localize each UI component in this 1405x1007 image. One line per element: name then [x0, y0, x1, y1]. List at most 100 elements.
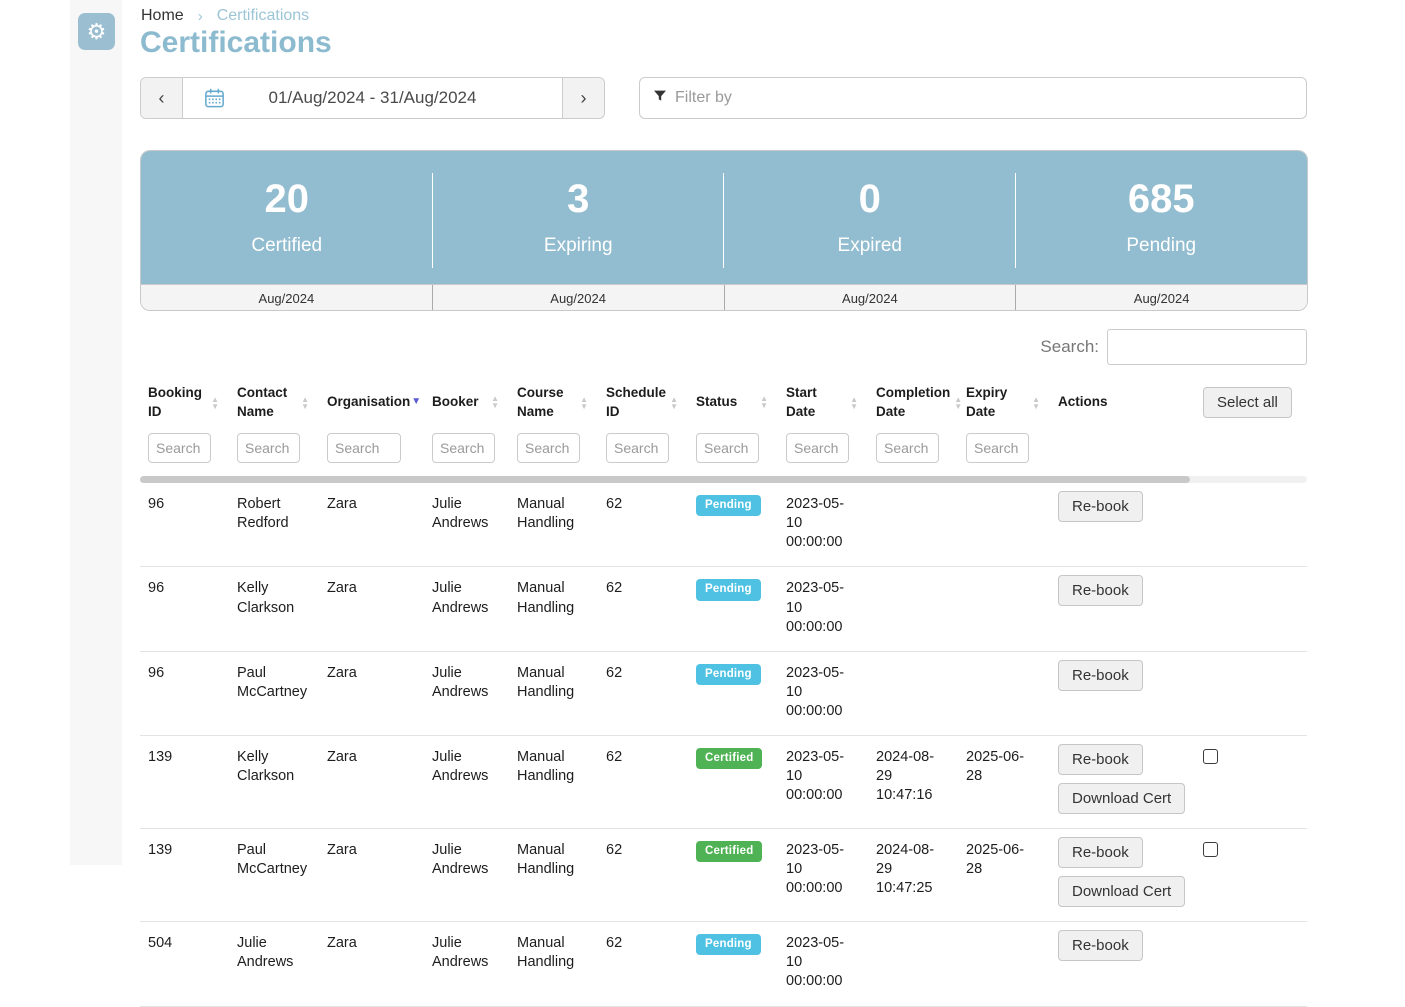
previous-period-button[interactable]: ‹: [141, 78, 183, 118]
breadcrumb-current[interactable]: Certifications: [216, 7, 310, 24]
cell-actions: Re-book Download Cert: [1050, 829, 1195, 921]
cell-booking-id: 96: [148, 496, 165, 512]
cell-booker: Julie Andrews: [432, 580, 489, 616]
cell-expiry-date: [958, 483, 1050, 566]
sort-up-icon: ▲: [491, 394, 499, 404]
date-range-navigator: ‹ 01/Aug/2024 - 31/Aug/2024 ›: [140, 77, 605, 119]
column-search-input-booker[interactable]: [432, 433, 495, 463]
cell-start-date: 2023-05-10 00:00:00: [786, 842, 845, 897]
re-book-button[interactable]: Re-book: [1058, 659, 1143, 691]
column-search-input-course-name[interactable]: [517, 433, 580, 463]
cell-start-date: 2023-05-10 00:00:00: [786, 496, 845, 551]
cell-schedule-id: 62: [606, 749, 623, 766]
cell-booker: Julie Andrews: [432, 749, 489, 785]
cell-booker: Julie Andrews: [432, 935, 489, 971]
sort-up-icon: ▲: [670, 394, 678, 404]
cell-contact-name: Kelly Clarkson: [237, 749, 295, 785]
column-header-start-date[interactable]: Start Date ▲ ▼: [778, 380, 868, 426]
stat-period: Aug/2024: [725, 285, 1017, 310]
cell-select: [1195, 736, 1307, 828]
horizontal-scrollbar-thumb[interactable]: [140, 476, 1190, 483]
cell-course-name: Manual Handling: [517, 935, 575, 971]
sort-up-icon: ▲: [954, 394, 963, 404]
cell-booking-id: 96: [148, 580, 165, 597]
stat-label: Certified: [251, 234, 323, 256]
next-period-button[interactable]: ›: [562, 78, 604, 118]
column-search-input-schedule-id[interactable]: [606, 433, 669, 463]
sort-up-icon: ▲: [850, 394, 858, 404]
settings-button[interactable]: ⚙: [78, 13, 115, 50]
column-header-booking-id[interactable]: Booking ID ▲ ▼: [140, 380, 229, 426]
column-search-input-booking-id[interactable]: [148, 433, 211, 463]
column-search-input-organisation[interactable]: [327, 433, 401, 463]
re-book-button[interactable]: Re-book: [1058, 744, 1143, 776]
status-badge: Pending: [696, 495, 761, 517]
cell-contact-name: Paul McCartney: [237, 842, 308, 878]
column-search-input-completion-date[interactable]: [876, 433, 939, 463]
column-search-cell: [598, 429, 688, 473]
cell-status: Pending: [688, 922, 778, 1005]
column-header-course-name[interactable]: Course Name ▲ ▼: [509, 380, 598, 426]
cell-course-name: Manual Handling: [517, 664, 575, 700]
funnel-icon: [652, 88, 668, 109]
sort-icon: ▲ ▼: [487, 394, 499, 410]
cell-actions: Re-book: [1050, 567, 1195, 650]
column-search-cell: [778, 429, 868, 473]
sort-down-icon: ▼: [301, 401, 309, 411]
row-checkbox[interactable]: [1203, 842, 1218, 858]
column-header-label: Schedule ID: [606, 384, 667, 419]
re-book-button[interactable]: Re-book: [1058, 930, 1143, 962]
cell-organisation: Zara: [327, 496, 357, 512]
cell-status: Pending: [688, 483, 778, 566]
re-book-button[interactable]: Re-book: [1058, 491, 1143, 522]
sort-down-icon: ▼: [954, 401, 963, 411]
sort-up-icon: ▲: [211, 394, 219, 404]
column-search-input-start-date[interactable]: [786, 433, 849, 463]
column-header-expiry-date[interactable]: Expiry Date ▲ ▼: [958, 380, 1050, 426]
stat-period: Aug/2024: [141, 285, 433, 310]
column-header-completion-date[interactable]: Completion Date ▲ ▼: [868, 380, 962, 426]
status-badge: Pending: [696, 579, 761, 601]
cell-start-date: 2023-05-10 00:00:00: [786, 749, 845, 804]
sort-down-icon: ▼: [211, 401, 219, 411]
search-label: Search:: [1040, 337, 1099, 356]
cell-status: Certified: [688, 829, 778, 921]
cell-schedule-id: 62: [606, 580, 623, 597]
horizontal-scrollbar-track[interactable]: [140, 476, 1307, 483]
cell-actions: Re-book: [1050, 652, 1195, 735]
breadcrumb-home-link[interactable]: Home: [141, 7, 184, 24]
cell-start-date: 2023-05-10 00:00:00: [786, 935, 845, 990]
cell-organisation: Zara: [327, 935, 357, 952]
column-search-input-contact-name[interactable]: [237, 433, 300, 463]
download-cert-button[interactable]: Download Cert: [1058, 783, 1186, 815]
cell-schedule-id: 62: [606, 842, 623, 859]
stat-expiring: 3 Expiring: [433, 151, 725, 284]
global-search-input[interactable]: [1107, 329, 1307, 365]
sort-icon: ▲ ▼: [207, 394, 219, 411]
cell-booking-id: 139: [148, 842, 173, 859]
cell-completion-date: [868, 567, 958, 650]
row-checkbox[interactable]: [1203, 749, 1218, 765]
column-header-contact-name[interactable]: Contact Name ▲ ▼: [229, 380, 319, 426]
cell-contact-name: Julie Andrews: [237, 935, 294, 971]
select-all-button[interactable]: Select all: [1203, 387, 1292, 418]
download-cert-button[interactable]: Download Cert: [1058, 876, 1186, 908]
column-search-input-expiry-date[interactable]: [966, 433, 1029, 463]
filter-by-input[interactable]: [675, 89, 1294, 107]
cell-completion-date: [868, 483, 958, 566]
re-book-button[interactable]: Re-book: [1058, 575, 1143, 607]
filter-bar: [639, 77, 1307, 119]
date-range-display[interactable]: 01/Aug/2024 - 31/Aug/2024: [183, 78, 562, 118]
gear-icon: ⚙: [86, 18, 107, 44]
column-header-label: Booker: [432, 394, 479, 410]
cell-actions: Re-book: [1050, 922, 1195, 1005]
sort-icon: ▲ ▼: [666, 394, 678, 410]
column-header-status[interactable]: Status ▲ ▼: [688, 389, 778, 416]
column-header-booker[interactable]: Booker ▲ ▼: [424, 389, 509, 416]
re-book-button[interactable]: Re-book: [1058, 837, 1143, 869]
stats-periods: Aug/2024 Aug/2024 Aug/2024 Aug/2024: [141, 284, 1307, 310]
column-header-organisation[interactable]: Organisation ▼: [319, 389, 424, 416]
status-badge: Certified: [696, 748, 763, 770]
column-header-schedule-id[interactable]: Schedule ID ▲ ▼: [598, 380, 688, 426]
column-search-input-status[interactable]: [696, 433, 759, 463]
